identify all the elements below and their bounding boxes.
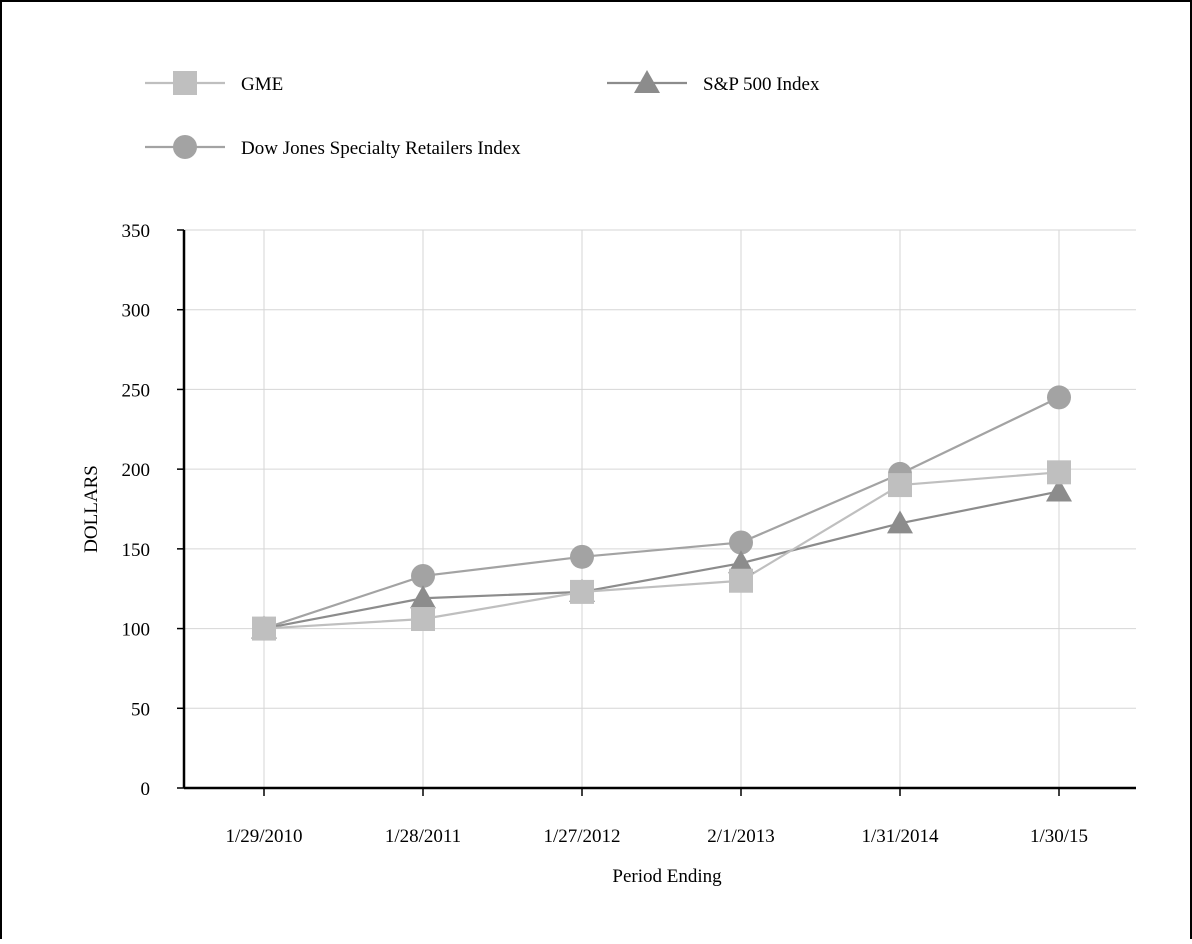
legend: GME S&P 500 Index Dow Jones Specialty Reta… xyxy=(145,70,820,159)
data-point-square xyxy=(411,607,435,632)
data-point-circle xyxy=(411,563,435,588)
x-tick-label: 1/31/2014 xyxy=(861,826,939,847)
data-point-triangle xyxy=(887,510,913,534)
y-tick-label: 350 xyxy=(122,221,151,242)
y-tick-label: 300 xyxy=(122,301,151,322)
legend-label: GME xyxy=(241,74,283,95)
legend-marker xyxy=(173,71,197,95)
series-line-triangle xyxy=(263,490,1060,630)
x-axis-label: Period Ending xyxy=(612,866,722,887)
y-tick-label: 100 xyxy=(122,620,151,641)
data-point-square xyxy=(570,579,594,604)
y-tick-label: 150 xyxy=(122,540,151,561)
data-point-circle xyxy=(729,530,753,555)
legend-marker xyxy=(634,70,660,93)
series-line-circle xyxy=(263,396,1060,630)
y-tick-label: 0 xyxy=(141,779,151,800)
legend-label: Dow Jones Specialty Retailers Index xyxy=(241,138,521,159)
x-tick-label: 1/30/15 xyxy=(1030,826,1088,847)
legend-label: S&P 500 Index xyxy=(703,74,820,95)
data-point-circle xyxy=(570,544,594,569)
x-tick-label: 1/27/2012 xyxy=(543,826,620,847)
data-point-square xyxy=(888,473,912,498)
grid-layer xyxy=(184,229,1136,788)
data-point-triangle xyxy=(1046,478,1072,502)
y-axis-label: DOLLARS xyxy=(81,465,102,553)
data-point-circle xyxy=(1047,385,1071,410)
x-tick-label: 1/28/2011 xyxy=(385,826,461,847)
series-line-square xyxy=(263,471,1060,630)
data-point-triangle xyxy=(728,550,754,574)
y-tick-label: 250 xyxy=(122,380,151,401)
data-point-square xyxy=(252,616,276,641)
series-layer xyxy=(251,385,1072,641)
y-tick-label: 50 xyxy=(131,699,150,720)
x-tick-label: 2/1/2013 xyxy=(707,826,775,847)
legend-marker xyxy=(173,135,197,159)
data-point-square xyxy=(729,568,753,593)
y-tick-label: 200 xyxy=(122,460,151,481)
x-tick-label: 1/29/2010 xyxy=(225,826,302,847)
data-point-square xyxy=(1047,460,1071,485)
data-point-triangle xyxy=(410,585,436,609)
axis-layer: 0 50 100 150 200 250 300 350 1/29/2010 1/28/2011 1… xyxy=(122,221,1136,847)
